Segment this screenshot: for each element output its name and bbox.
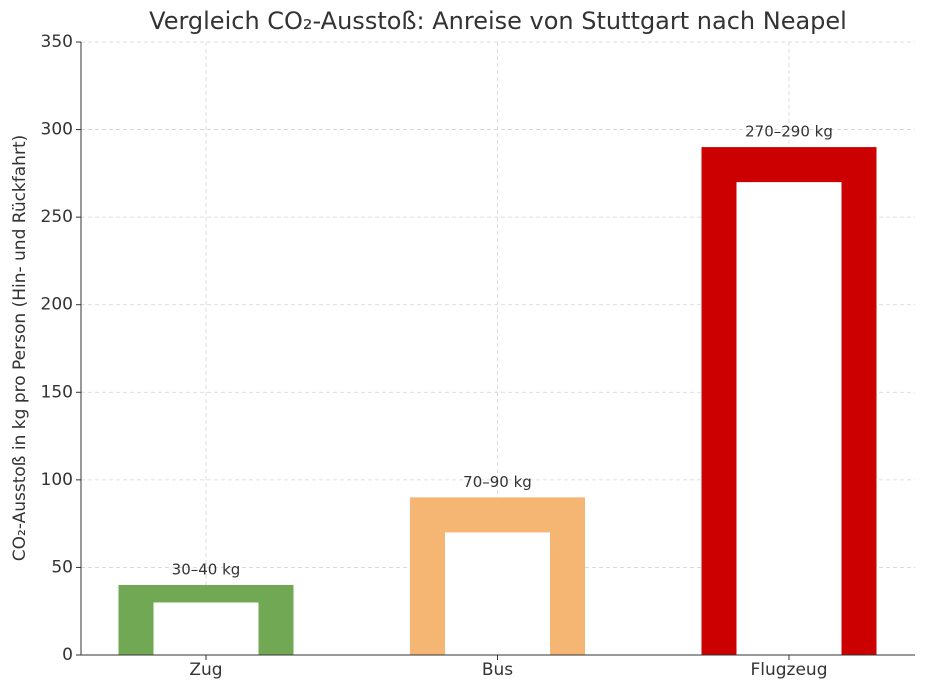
y-tick-label: 300 [41, 120, 73, 140]
bar-low [736, 182, 842, 655]
x-tick-label: Zug [189, 660, 222, 680]
y-tick-label: 50 [51, 557, 73, 577]
y-tick-label: 250 [41, 207, 73, 227]
y-axis-label: CO₂-Ausstoß in kg pro Person (Hin- und R… [10, 135, 30, 561]
x-tick-label: Bus [482, 660, 513, 680]
value-label: 30–40 kg [172, 560, 241, 578]
y-tick-label: 350 [41, 32, 73, 52]
value-label: 270–290 kg [745, 123, 833, 141]
x-tick-label: Flugzeug [750, 660, 827, 680]
bar-low [153, 602, 259, 655]
chart-title: Vergleich CO₂-Ausstoß: Anreise von Stutt… [149, 7, 847, 35]
bar-low [445, 532, 550, 655]
y-tick-label: 200 [41, 295, 73, 315]
y-tick-label: 0 [62, 645, 73, 665]
y-tick-label: 150 [41, 382, 73, 402]
value-label: 70–90 kg [463, 473, 532, 491]
y-tick-label: 100 [41, 470, 73, 490]
